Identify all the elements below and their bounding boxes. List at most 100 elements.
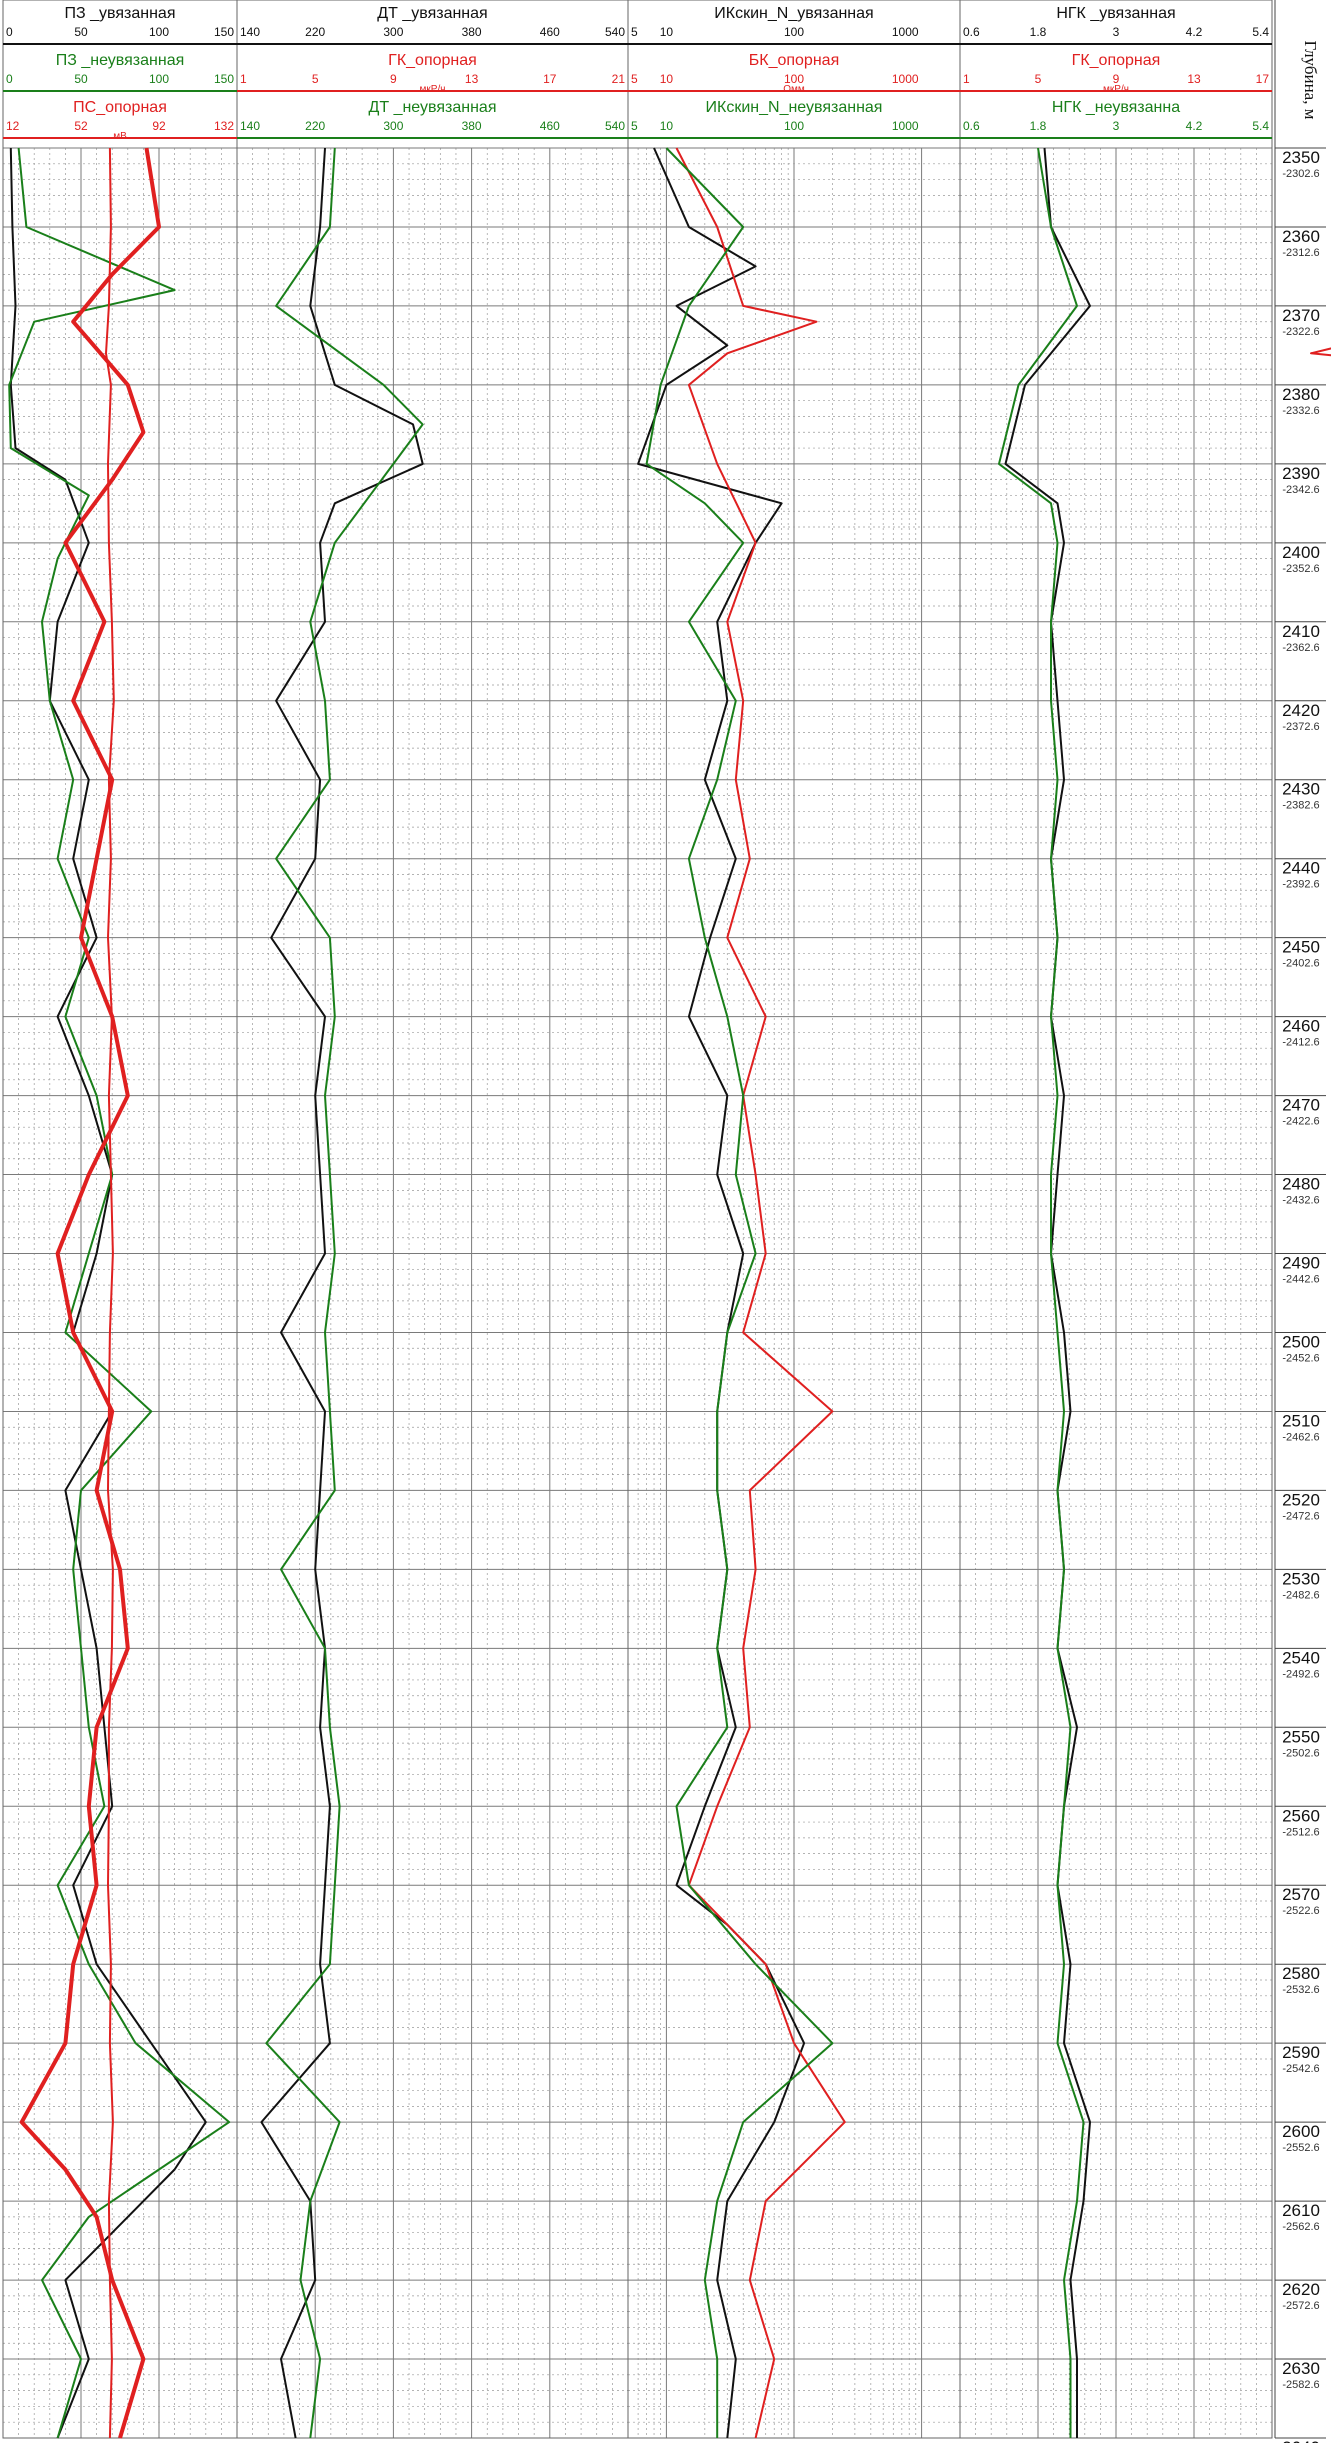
absolute-depth-label: -2502.6 <box>1282 1747 1319 1759</box>
scale-tick-label: 3 <box>1113 25 1120 39</box>
scale-tick-label: 13 <box>1187 72 1201 86</box>
depth-tick-label: 2540 <box>1282 1648 1320 1667</box>
depth-tick-label: 2360 <box>1282 227 1320 246</box>
scale-tick-label: 1.8 <box>1030 25 1047 39</box>
scale-tick-label: 300 <box>383 25 403 39</box>
scale-tick-label: 9 <box>1113 72 1120 86</box>
log-curve <box>19 147 161 2439</box>
scale-tick-label: 0 <box>6 25 13 39</box>
absolute-depth-label: -2362.6 <box>1282 642 1319 654</box>
curve-header-title: ИКскин_N_увязанная <box>714 5 873 22</box>
absolute-depth-label: -2482.6 <box>1282 1589 1319 1601</box>
scale-tick-label: 5 <box>312 72 319 86</box>
log-curve <box>8 147 231 2439</box>
scale-tick-label: 9 <box>390 72 397 86</box>
scale-tick-label: 1 <box>240 72 247 86</box>
depth-tick-label: 2440 <box>1282 859 1320 878</box>
scale-tick-label: 150 <box>214 72 234 86</box>
scale-tick-label: 92 <box>152 119 166 133</box>
scale-tick-label: 5.4 <box>1252 25 1269 39</box>
curve-layer <box>8 147 1331 2439</box>
absolute-depth-label: -2522.6 <box>1282 1905 1319 1917</box>
depth-tick-label: 2460 <box>1282 1017 1320 1036</box>
scale-tick-label: 13 <box>465 72 479 86</box>
depth-tick-label: 2640 <box>1282 2438 1320 2443</box>
absolute-depth-label: -2512.6 <box>1282 1826 1319 1838</box>
absolute-depth-label: -2312.6 <box>1282 247 1319 259</box>
scale-tick-label: 1000 <box>892 119 919 133</box>
scale-tick-label: 540 <box>605 25 625 39</box>
absolute-depth-label: -2492.6 <box>1282 1668 1319 1680</box>
absolute-depth-label: -2572.6 <box>1282 2300 1319 2312</box>
scale-tick-label: 460 <box>540 25 560 39</box>
log-curve <box>105 147 115 2439</box>
curve-header-title: ПС_опорная <box>73 99 167 116</box>
absolute-depth-label: -2392.6 <box>1282 879 1319 891</box>
curve-header-title: БК_опорная <box>749 52 839 69</box>
scale-tick-label: 140 <box>240 119 260 133</box>
scale-tick-label: 50 <box>74 25 88 39</box>
depth-tick-label: 2390 <box>1282 464 1320 483</box>
scale-tick-label: 132 <box>214 119 234 133</box>
log-curve <box>645 147 834 2438</box>
scale-tick-label: 5 <box>631 72 638 86</box>
log-curve <box>998 147 1085 2438</box>
scale-tick-label: 5 <box>631 25 638 39</box>
depth-tick-label: 2500 <box>1282 1332 1320 1351</box>
scale-tick-label: 5.4 <box>1252 119 1269 133</box>
scale-tick-label: 0.6 <box>963 119 980 133</box>
absolute-depth-label: -2532.6 <box>1282 1984 1319 1996</box>
scale-tick-label: 150 <box>214 25 234 39</box>
curve-header-title: НГК _неувязанна <box>1052 99 1180 116</box>
scale-tick-label: 220 <box>305 119 325 133</box>
depth-tick-label: 2350 <box>1282 148 1320 167</box>
absolute-depth-label: -2352.6 <box>1282 563 1319 575</box>
curve-header-title: ИКскин_N_неувязанная <box>706 99 883 116</box>
depth-tick-label: 2580 <box>1282 1964 1320 1983</box>
scale-tick-label: 380 <box>462 25 482 39</box>
absolute-depth-label: -2302.6 <box>1282 168 1319 180</box>
depth-tick-label: 2530 <box>1282 1569 1320 1588</box>
curve-header-title: ГК_опорная <box>388 52 477 69</box>
absolute-depth-label: -2472.6 <box>1282 1510 1319 1522</box>
depth-tick-label: 2400 <box>1282 543 1320 562</box>
absolute-depth-label: -2412.6 <box>1282 1037 1319 1049</box>
depth-tick-label: 2610 <box>1282 2201 1320 2220</box>
depth-axis: Глубина, м 2350-2302.62360-2312.62370-23… <box>1274 0 1326 2443</box>
absolute-depth-label: -2342.6 <box>1282 484 1319 496</box>
absolute-depth-label: -2432.6 <box>1282 1195 1319 1207</box>
scale-tick-label: 220 <box>305 25 325 39</box>
scale-tick-label: 100 <box>784 25 804 39</box>
log-curve <box>637 147 806 2439</box>
scale-tick-label: 3 <box>1113 119 1120 133</box>
absolute-depth-label: -2332.6 <box>1282 405 1319 417</box>
depth-tick-label: 2480 <box>1282 1175 1320 1194</box>
scale-tick-label: 1.8 <box>1030 119 1047 133</box>
depth-tick-label: 2600 <box>1282 2122 1320 2141</box>
scale-tick-label: 100 <box>784 119 804 133</box>
curve-header-title: ПЗ _увязанная <box>65 5 176 22</box>
depth-tick-label: 2570 <box>1282 1885 1320 1904</box>
scale-unit-label: Омм <box>783 84 805 95</box>
scale-tick-label: 52 <box>74 119 88 133</box>
scale-tick-label: 17 <box>1256 72 1270 86</box>
curve-header-title: НГК _увязанная <box>1056 5 1175 22</box>
track-border <box>959 0 1273 2439</box>
depth-tick-label: 2430 <box>1282 780 1320 799</box>
depth-axis-title: Глубина, м <box>1301 41 1320 120</box>
scale-tick-label: 0 <box>6 72 13 86</box>
scale-tick-label: 21 <box>612 72 626 86</box>
absolute-depth-label: -2562.6 <box>1282 2221 1319 2233</box>
scale-tick-label: 100 <box>149 25 169 39</box>
scale-tick-label: 12 <box>6 119 20 133</box>
absolute-depth-label: -2552.6 <box>1282 2142 1319 2154</box>
absolute-depth-label: -2402.6 <box>1282 958 1319 970</box>
absolute-depth-label: -2442.6 <box>1282 1274 1319 1286</box>
depth-tick-label: 2550 <box>1282 1727 1320 1746</box>
log-curve <box>265 147 424 2439</box>
scale-tick-label: 10 <box>660 119 674 133</box>
scale-tick-label: 140 <box>240 25 260 39</box>
scale-tick-label: 100 <box>149 72 169 86</box>
curve-header-title: ПЗ _неувязанная <box>56 52 185 69</box>
